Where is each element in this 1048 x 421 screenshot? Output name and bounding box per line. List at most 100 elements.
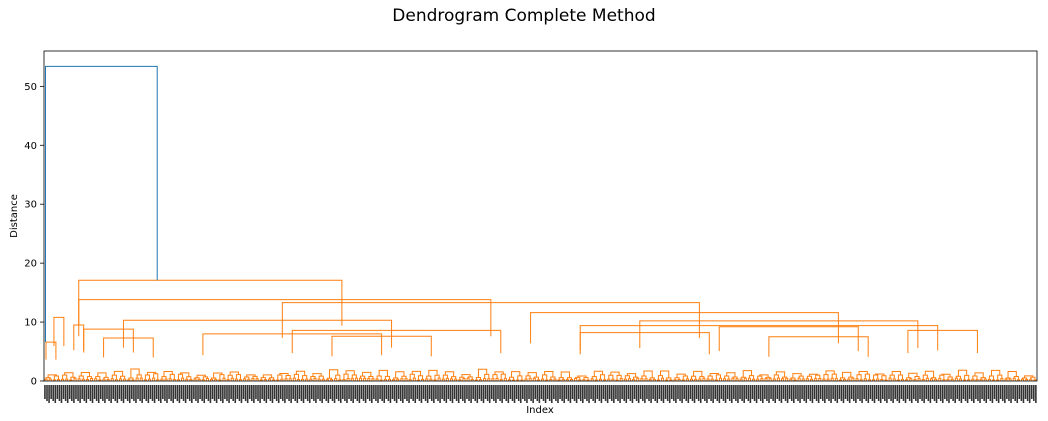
leaf-tick-label (325, 385, 328, 401)
dendrogram-link (276, 379, 280, 381)
leaf-tick-label (513, 385, 516, 403)
leaf-tick-label (784, 385, 787, 401)
leaf-tick-label (222, 385, 224, 403)
leaf-tick-label (205, 385, 208, 399)
leaf-tick-label (159, 385, 162, 403)
dendrogram-link (1007, 370, 1017, 379)
dendrogram-link (884, 379, 888, 381)
dendrogram-link (285, 375, 291, 379)
dendrogram-link (561, 378, 565, 381)
leaf-tick-label (248, 385, 251, 399)
dendrogram-links (44, 65, 1037, 381)
leaf-tick-label (331, 385, 334, 401)
leaf-tick-label (977, 385, 979, 401)
dendrogram-link (888, 377, 892, 381)
leaf-tick-label (149, 385, 152, 399)
leaf-tick-label (584, 385, 586, 399)
leaf-tick-label (567, 385, 570, 401)
dendrogram-link (880, 378, 884, 381)
dendrogram-link (202, 376, 208, 380)
leaf-tick-label (749, 385, 752, 403)
dendrogram-link (47, 374, 57, 378)
dendrogram-link (181, 377, 185, 381)
leaf-tick-label (1028, 385, 1031, 403)
leaf-tick-label (768, 385, 770, 403)
dendrogram-link (583, 377, 589, 381)
leaf-tick-label (958, 385, 961, 401)
dendrogram-link (444, 371, 455, 377)
leaf-tick-label (704, 385, 706, 401)
leaf-tick-label (197, 385, 199, 403)
leaf-tick-label (910, 385, 913, 403)
dendrogram-link (152, 377, 156, 381)
leaf-tick-label (718, 385, 721, 403)
leaf-tick-label (538, 385, 541, 403)
leaf-tick-label (350, 385, 352, 401)
leaf-tick-label (697, 385, 700, 401)
dendrogram-link (259, 379, 263, 381)
leaf-tick-label (960, 385, 963, 403)
leaf-tick-label (240, 385, 243, 403)
leaf-tick-label (52, 385, 55, 401)
leaf-tick-label (97, 385, 100, 403)
dendrogram-link (360, 375, 366, 379)
leaf-tick-label (569, 385, 572, 403)
leaf-tick-label (253, 385, 255, 403)
leaf-tick-label (730, 385, 733, 403)
leaf-tick-label (426, 385, 429, 403)
dendrogram-link (864, 373, 870, 380)
dendrogram-link (280, 378, 284, 381)
leaf-tick-label (319, 385, 321, 401)
dendrogram-link (661, 377, 665, 381)
leaf-tick-label (457, 385, 460, 403)
dendrogram-link (1029, 378, 1033, 381)
leaf-tick-label (811, 385, 814, 403)
leaf-tick-label (48, 385, 50, 403)
y-tick-label: 20 (24, 259, 37, 270)
leaf-tick-label (699, 385, 702, 403)
dendrogram-link (947, 376, 953, 380)
dendrogram-link (900, 378, 905, 381)
dendrogram-link (127, 379, 131, 381)
leaf-tick-label (608, 385, 611, 399)
dendrogram-link (808, 373, 819, 377)
leaf-tick-label (391, 385, 394, 399)
leaf-tick-label (753, 385, 756, 401)
dendrogram-link (914, 376, 920, 380)
dendrogram-link (442, 374, 448, 380)
leaf-tick-label (447, 385, 450, 399)
leaf-tick-label (675, 385, 677, 403)
leaf-tick-label (677, 385, 679, 399)
leaf-tick-label (826, 385, 828, 399)
leaf-tick-label (528, 385, 530, 399)
dendrogram-link (358, 377, 363, 381)
leaf-tick-label (373, 385, 375, 399)
leaf-tick-label (1008, 385, 1010, 401)
dendrogram-link (577, 375, 587, 378)
dendrogram-link (350, 377, 354, 381)
leaf-tick-label (288, 385, 290, 401)
leaf-tick-label (410, 385, 412, 399)
leaf-tick-label (124, 385, 127, 399)
dendrogram-link (532, 377, 536, 381)
leaf-tick-label (563, 385, 565, 403)
leaf-tick-label (548, 385, 551, 401)
leaf-tick-label (861, 385, 863, 403)
leaf-tick-label (335, 385, 338, 399)
leaf-tick-label (648, 385, 650, 401)
dendrogram-link (792, 373, 802, 378)
leaf-tick-label (813, 385, 816, 399)
dendrogram-link (699, 376, 705, 380)
leaf-tick-label (780, 385, 783, 403)
dendrogram-link (801, 378, 805, 381)
leaf-tick-label (366, 385, 369, 399)
leaf-tick-label (848, 385, 851, 403)
leaf-tick-label (290, 385, 292, 403)
leaf-tick-label (832, 385, 834, 399)
leaf-tick-label (666, 385, 669, 401)
dendrogram-link (434, 374, 440, 380)
dendrogram-link (210, 378, 214, 381)
leaf-tick-label (242, 385, 245, 399)
leaf-tick-label (933, 385, 936, 401)
dendrogram-link (913, 379, 917, 381)
